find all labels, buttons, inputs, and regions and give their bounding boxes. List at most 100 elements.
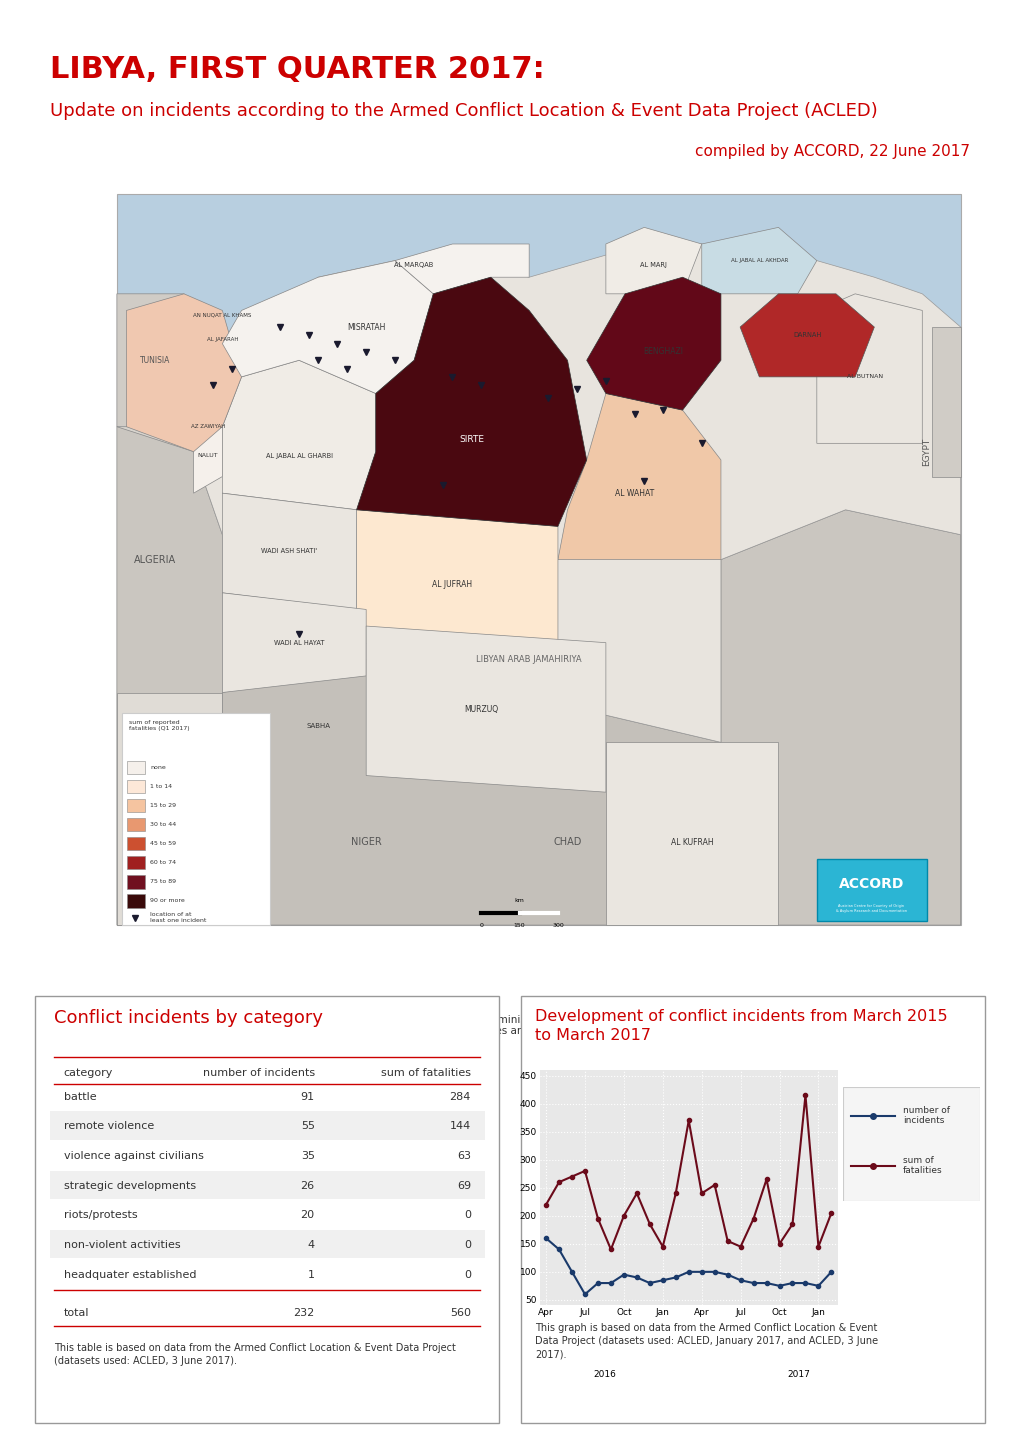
Text: DARNAH: DARNAH — [793, 332, 820, 339]
Text: Update on incidents according to the Armed Conflict Location & Event Data Projec: Update on incidents according to the Arm… — [50, 102, 876, 120]
Text: 15 to 29: 15 to 29 — [151, 803, 176, 808]
Text: AL WAHAT: AL WAHAT — [614, 489, 653, 497]
Text: AL JAFARAH: AL JAFARAH — [207, 337, 237, 342]
Text: 30 to 44: 30 to 44 — [151, 822, 176, 828]
Text: 144: 144 — [449, 1122, 471, 1132]
Text: ALGERIA: ALGERIA — [135, 555, 176, 565]
FancyBboxPatch shape — [36, 996, 499, 1423]
Polygon shape — [701, 228, 816, 294]
Polygon shape — [117, 692, 222, 926]
Text: 1 to 14: 1 to 14 — [151, 784, 172, 789]
Text: AL JABAL AL GHARBI: AL JABAL AL GHARBI — [265, 453, 332, 459]
Text: 4: 4 — [308, 1240, 315, 1250]
Polygon shape — [816, 294, 921, 443]
FancyBboxPatch shape — [127, 836, 145, 851]
Text: 0: 0 — [479, 923, 483, 927]
Text: 91: 91 — [301, 1092, 315, 1102]
Text: compiled by ACCORD, 22 June 2017: compiled by ACCORD, 22 June 2017 — [695, 144, 969, 159]
Text: non-violent activities: non-violent activities — [63, 1240, 180, 1250]
FancyBboxPatch shape — [117, 427, 960, 926]
FancyBboxPatch shape — [127, 894, 145, 907]
Text: sum of fatalities: sum of fatalities — [380, 1069, 471, 1077]
Text: 35: 35 — [301, 1151, 315, 1161]
Text: BENGHAZI: BENGHAZI — [643, 348, 683, 356]
Text: 69: 69 — [457, 1181, 471, 1191]
Text: National borders: GADM, November 2015a; administrative divisions: GADM, November: National borders: GADM, November 2015a; … — [249, 1015, 770, 1037]
FancyBboxPatch shape — [127, 818, 145, 831]
Text: NIGER: NIGER — [351, 836, 381, 846]
Polygon shape — [222, 493, 357, 610]
Polygon shape — [931, 327, 960, 476]
Text: LIBYAN ARAB JAMAHIRIYA: LIBYAN ARAB JAMAHIRIYA — [476, 655, 582, 663]
Polygon shape — [557, 394, 720, 559]
Text: AL BUTNAN: AL BUTNAN — [846, 375, 882, 379]
Text: MISRATAH: MISRATAH — [346, 323, 385, 332]
Text: 75 to 89: 75 to 89 — [151, 880, 176, 884]
FancyBboxPatch shape — [50, 1230, 485, 1259]
Text: AL JABAL AL AKHDAR: AL JABAL AL AKHDAR — [730, 258, 788, 262]
Text: Development of conflict incidents from March 2015
to March 2017: Development of conflict incidents from M… — [534, 1009, 947, 1043]
Polygon shape — [117, 427, 222, 926]
Text: LIBYA, FIRST QUARTER 2017:: LIBYA, FIRST QUARTER 2017: — [50, 55, 544, 84]
Text: SABHA: SABHA — [306, 722, 330, 728]
Text: TUNISIA: TUNISIA — [140, 356, 170, 365]
Text: SUDAN: SUDAN — [848, 887, 879, 897]
Text: 45 to 59: 45 to 59 — [151, 841, 176, 846]
FancyBboxPatch shape — [127, 760, 145, 774]
Polygon shape — [394, 244, 529, 294]
Text: SIRTE: SIRTE — [459, 434, 484, 444]
Text: WADI AL HAYAT: WADI AL HAYAT — [273, 640, 324, 646]
Polygon shape — [366, 626, 605, 792]
FancyBboxPatch shape — [121, 714, 270, 926]
Text: 60 to 74: 60 to 74 — [151, 861, 176, 865]
Text: battle: battle — [63, 1092, 96, 1102]
Text: km: km — [515, 898, 524, 903]
Text: 560: 560 — [449, 1308, 471, 1318]
Polygon shape — [586, 277, 720, 410]
Text: 150: 150 — [514, 923, 525, 927]
Polygon shape — [126, 294, 242, 451]
FancyBboxPatch shape — [127, 875, 145, 888]
Text: none: none — [151, 764, 166, 770]
Text: location of at
least one incident: location of at least one incident — [151, 911, 207, 923]
Polygon shape — [222, 593, 366, 692]
Text: WADI ASH SHATI': WADI ASH SHATI' — [261, 548, 317, 554]
FancyBboxPatch shape — [127, 857, 145, 870]
FancyBboxPatch shape — [520, 996, 983, 1423]
Text: AN NUQAT AL KHAMS: AN NUQAT AL KHAMS — [193, 311, 252, 317]
Polygon shape — [357, 510, 557, 659]
Text: Conflict incidents by category: Conflict incidents by category — [54, 1009, 323, 1027]
FancyBboxPatch shape — [117, 195, 960, 926]
Text: violence against civilians: violence against civilians — [63, 1151, 204, 1161]
FancyBboxPatch shape — [50, 1112, 485, 1139]
Text: total: total — [63, 1308, 89, 1318]
Text: category: category — [63, 1069, 113, 1077]
Text: 232: 232 — [293, 1308, 315, 1318]
Text: remote violence: remote violence — [63, 1122, 154, 1132]
Text: AZ ZAWIYAH: AZ ZAWIYAH — [191, 424, 225, 430]
Text: AL KUFRAH: AL KUFRAH — [671, 838, 712, 846]
Text: ACCORD: ACCORD — [838, 877, 903, 891]
Polygon shape — [740, 294, 873, 376]
FancyBboxPatch shape — [127, 780, 145, 793]
Text: 63: 63 — [457, 1151, 471, 1161]
FancyBboxPatch shape — [50, 1171, 485, 1200]
FancyBboxPatch shape — [816, 858, 926, 921]
Polygon shape — [222, 261, 433, 394]
Polygon shape — [720, 510, 960, 926]
Polygon shape — [357, 277, 586, 526]
Text: This table is based on data from the Armed Conflict Location & Event Data Projec: This table is based on data from the Arm… — [54, 1343, 455, 1366]
Text: number of incidents: number of incidents — [203, 1069, 315, 1077]
Text: AL MARJ: AL MARJ — [640, 262, 666, 268]
Text: EGYPT: EGYPT — [921, 437, 930, 466]
Text: 1: 1 — [308, 1270, 315, 1279]
Text: Austrian Centre for Country of Origin
& Asylum Research and Documentation: Austrian Centre for Country of Origin & … — [836, 904, 906, 913]
Text: AL JUFRAH: AL JUFRAH — [432, 580, 472, 588]
Polygon shape — [222, 360, 375, 510]
Text: MURZUQ: MURZUQ — [464, 705, 498, 714]
Polygon shape — [605, 228, 701, 294]
Text: NALUT: NALUT — [198, 453, 218, 459]
Text: 90 or more: 90 or more — [151, 898, 185, 904]
Text: riots/protests: riots/protests — [63, 1210, 138, 1220]
Text: GHAT: GHAT — [136, 779, 156, 789]
